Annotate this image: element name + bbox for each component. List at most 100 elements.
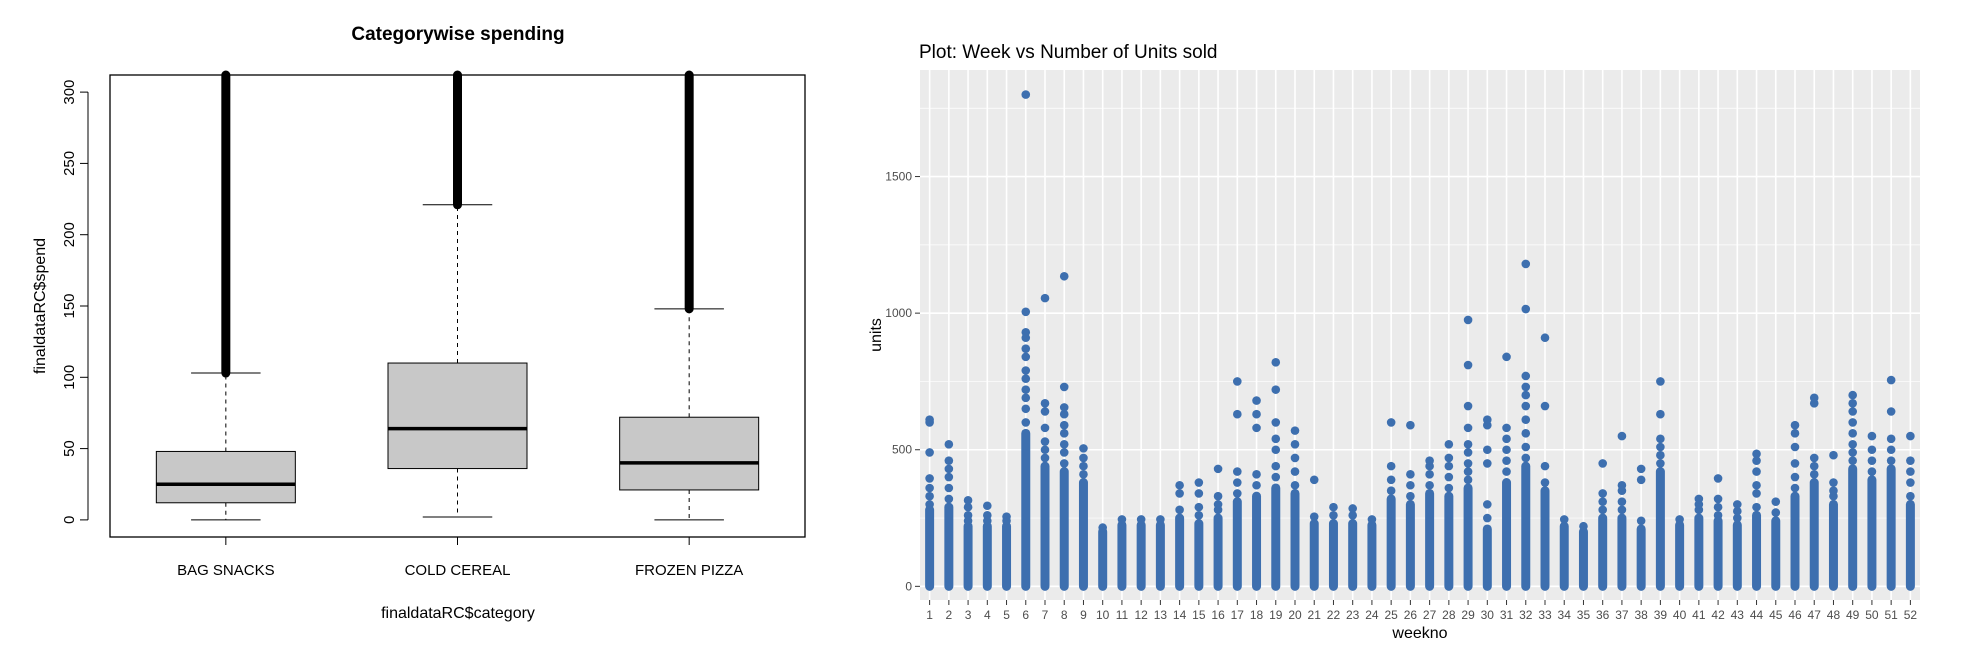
data-point xyxy=(1271,358,1281,367)
data-point xyxy=(1117,515,1127,524)
data-point xyxy=(1848,398,1857,408)
data-point xyxy=(1521,453,1531,463)
y-tick-label: 300 xyxy=(61,80,78,105)
y-tick-label: 1500 xyxy=(885,170,912,184)
week-points xyxy=(1290,426,1300,591)
data-point xyxy=(1521,429,1531,438)
data-point xyxy=(1521,390,1531,400)
data-point xyxy=(1713,511,1723,520)
week-points xyxy=(1790,420,1800,591)
data-point xyxy=(1079,470,1088,479)
x-tick-label: 41 xyxy=(1692,608,1706,622)
data-point xyxy=(1675,515,1684,524)
data-point xyxy=(1386,418,1396,427)
x-tick-label: 39 xyxy=(1654,608,1668,622)
data-point xyxy=(1733,500,1742,509)
week-points xyxy=(1117,515,1127,591)
data-point xyxy=(944,494,954,504)
data-point xyxy=(1002,512,1011,521)
data-point xyxy=(1194,511,1204,520)
box-group xyxy=(387,70,528,545)
data-point xyxy=(1867,467,1877,476)
x-tick-label: 9 xyxy=(1080,608,1087,622)
x-tick-label: 45 xyxy=(1769,608,1783,622)
data-point xyxy=(944,456,954,465)
data-point xyxy=(1386,475,1396,485)
data-point xyxy=(1617,497,1627,506)
data-point xyxy=(1906,467,1915,476)
data-point xyxy=(1406,470,1415,479)
boxplot-y-axis-label: finaldataRC$spend xyxy=(32,238,49,374)
data-point xyxy=(1771,508,1781,517)
data-point xyxy=(1733,506,1742,516)
data-point xyxy=(1175,505,1184,515)
data-point xyxy=(1848,418,1857,427)
x-tick-label: 24 xyxy=(1365,608,1379,622)
data-point xyxy=(1502,352,1511,362)
x-tick-label: 13 xyxy=(1154,608,1168,622)
data-point xyxy=(1540,401,1550,411)
data-point xyxy=(1386,461,1396,471)
week-points xyxy=(982,501,992,591)
data-point xyxy=(1636,516,1646,526)
data-point xyxy=(1502,445,1511,455)
week-points xyxy=(1386,418,1396,591)
data-point xyxy=(1444,439,1454,449)
week-points xyxy=(1636,464,1646,591)
data-point xyxy=(1367,515,1377,524)
data-point xyxy=(1636,475,1646,485)
x-tick-label: 43 xyxy=(1731,608,1745,622)
data-point xyxy=(1040,293,1050,303)
y-tick-label: 0 xyxy=(61,516,78,524)
data-point xyxy=(1463,423,1473,433)
data-point xyxy=(1752,480,1761,490)
scatter-points xyxy=(925,90,1915,591)
data-point xyxy=(1463,360,1473,370)
x-tick-label: 28 xyxy=(1442,608,1456,622)
data-point xyxy=(1886,407,1896,416)
data-point xyxy=(1021,344,1031,353)
data-point xyxy=(1483,459,1492,468)
data-point xyxy=(1406,491,1415,501)
scatter-x-axis-label: weekno xyxy=(1391,625,1447,642)
data-point xyxy=(1848,429,1857,438)
x-tick-label: 21 xyxy=(1308,608,1322,622)
data-point xyxy=(1463,401,1473,411)
data-point xyxy=(1233,409,1242,419)
week-points xyxy=(1098,523,1108,591)
boxplot-title: Categorywise spending xyxy=(351,24,564,45)
data-point xyxy=(1444,461,1454,471)
data-point xyxy=(1309,475,1319,485)
x-tick-label: BAG SNACKS xyxy=(177,562,275,579)
data-point xyxy=(1829,450,1838,460)
x-tick-label: 25 xyxy=(1384,608,1398,622)
week-points xyxy=(1521,259,1531,591)
data-point xyxy=(1271,385,1281,394)
y-tick-label: 200 xyxy=(61,222,78,247)
week-points xyxy=(1559,515,1569,591)
data-point xyxy=(1521,401,1531,411)
x-tick-label: 52 xyxy=(1904,608,1918,622)
week-points xyxy=(1540,333,1550,591)
data-point xyxy=(983,511,992,520)
x-tick-label: 27 xyxy=(1423,608,1437,622)
data-point xyxy=(1194,502,1204,512)
data-point xyxy=(1790,429,1800,438)
scatter-title: Plot: Week vs Number of Units sold xyxy=(919,42,1217,63)
data-point xyxy=(1713,502,1723,512)
data-point xyxy=(1059,403,1069,412)
week-points xyxy=(1809,393,1819,591)
week-points xyxy=(1655,377,1665,591)
x-tick-label: 3 xyxy=(965,608,972,622)
data-point xyxy=(1790,483,1800,493)
data-point xyxy=(1752,467,1761,476)
week-points xyxy=(1348,504,1358,591)
data-point xyxy=(1521,371,1531,381)
data-point xyxy=(925,491,934,501)
x-tick-label: 34 xyxy=(1558,608,1572,622)
y-tick-label: 500 xyxy=(892,443,912,457)
data-point xyxy=(1829,478,1838,487)
week-points xyxy=(944,439,954,591)
data-point xyxy=(1136,515,1146,524)
x-tick-label: 6 xyxy=(1022,608,1029,622)
